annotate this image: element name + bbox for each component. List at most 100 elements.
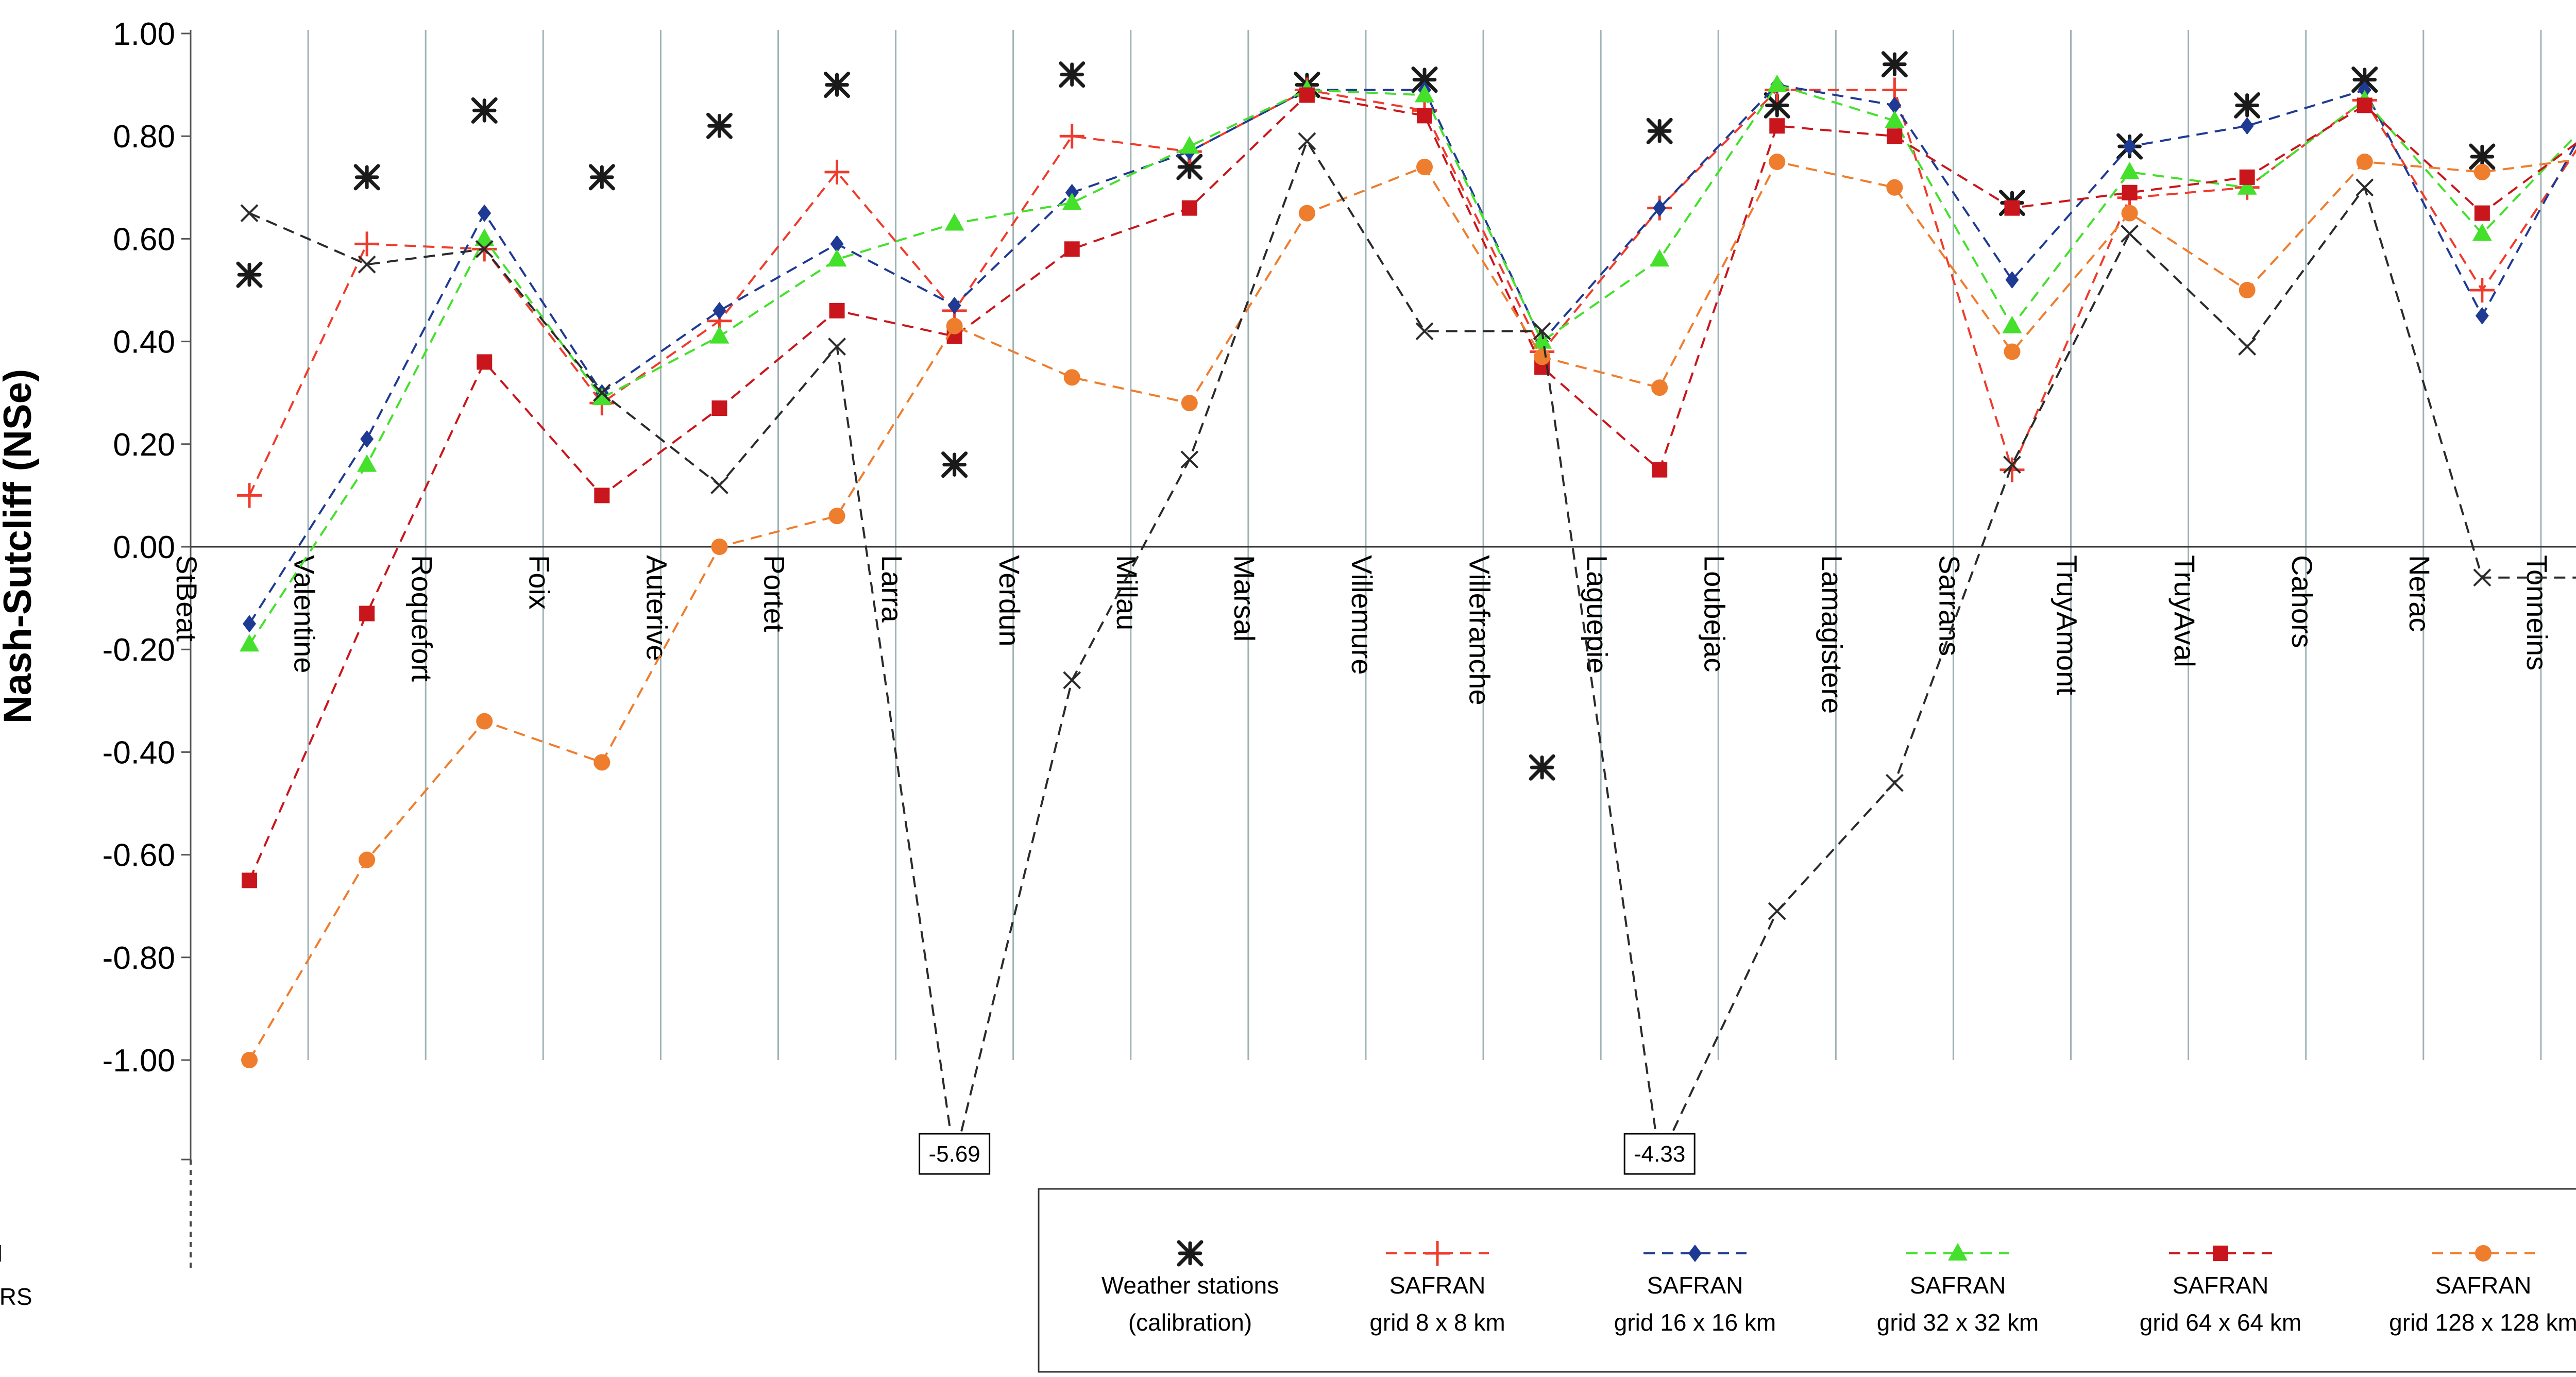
- data-point: [594, 488, 610, 503]
- annotations: -5.69 -4.33: [919, 1133, 1696, 1175]
- data-point: [710, 476, 728, 494]
- data-point: [237, 483, 262, 508]
- category-label: Villemure: [1346, 555, 1378, 675]
- category-label: Sarrans: [1934, 555, 1966, 656]
- data-point: [359, 606, 375, 622]
- series-line: [248, 83, 2576, 625]
- data-point: [594, 754, 611, 771]
- data-point: [1886, 179, 1903, 196]
- data-point: [1415, 322, 1434, 341]
- category-label: TruyAval: [2168, 555, 2201, 667]
- data-point: [1063, 369, 1080, 386]
- data-point: [827, 249, 847, 267]
- legend-label: SAFRAN: [1389, 1272, 1486, 1299]
- data-point: [241, 1052, 258, 1068]
- series-2: [243, 76, 2576, 633]
- legend-label: grid 16 x 16 km: [1614, 1309, 1776, 1336]
- data-point: [243, 615, 257, 633]
- category-label: Auterive: [641, 555, 673, 661]
- series-0: [236, 51, 2496, 781]
- data-point: [240, 634, 260, 652]
- legend-label: grid 8 x 8 km: [1369, 1309, 1505, 1336]
- category-label: Nerac: [2403, 555, 2436, 632]
- legend-label: Weather stations: [1101, 1272, 1279, 1299]
- data-point: [711, 539, 728, 555]
- series-line: [248, 159, 2576, 1061]
- legend-label: grid 64 x 64 km: [2140, 1309, 2301, 1336]
- data-point: [947, 296, 961, 314]
- legend-marker: [1948, 1243, 1968, 1261]
- data-point: [1653, 199, 1667, 217]
- y-tick-label: 0.00: [113, 530, 175, 565]
- data-point: [824, 72, 851, 98]
- data-point: [1062, 192, 1082, 210]
- series-4: [242, 87, 2576, 888]
- data-point: [1064, 241, 1080, 257]
- category-label: Laguepie: [1581, 555, 1613, 674]
- legend-entry-6: CFRS: [0, 1245, 32, 1310]
- data-point: [2474, 205, 2490, 221]
- data-point: [358, 255, 376, 274]
- data-point: [1181, 395, 1198, 412]
- legend-marker: [1688, 1245, 1702, 1262]
- legend-entry-4: SAFRAN grid 64 x 64 km: [2140, 1246, 2301, 1336]
- data-point: [1767, 74, 1787, 92]
- data-point: [2357, 97, 2372, 113]
- data-point: [1298, 205, 1315, 222]
- data-point: [1885, 774, 1904, 792]
- category-label: Tonneins: [2521, 555, 2553, 670]
- data-point: [2121, 205, 2138, 222]
- legend-label: (calibration): [1128, 1309, 1252, 1336]
- data-point: [2004, 200, 2020, 216]
- data-point: [1532, 331, 1552, 349]
- series-line: [248, 83, 2576, 645]
- legend-label: grid 32 x 32 km: [1877, 1309, 2039, 1336]
- data-point: [1769, 154, 1786, 170]
- data-point: [2237, 177, 2257, 195]
- data-point: [1769, 118, 1785, 134]
- data-point: [588, 164, 615, 191]
- y-tick-label: 0.40: [113, 325, 175, 360]
- y-tick-label: -0.80: [103, 941, 175, 976]
- data-point: [1881, 51, 1908, 78]
- data-point: [1768, 902, 1786, 920]
- category-label: Marsal: [1228, 555, 1261, 642]
- data-point: [1415, 85, 1434, 103]
- y-tick-labels: 1.00 0.80 0.60 0.40 0.20 0.00 -0.20 -0.40 -0.60 -…: [103, 16, 175, 1079]
- legend-marker: [1425, 1241, 1450, 1266]
- data-point: [240, 204, 259, 223]
- data-point: [592, 388, 612, 406]
- data-point: [475, 240, 494, 258]
- series-line: [248, 89, 2576, 496]
- data-point: [824, 159, 850, 184]
- data-point: [1887, 128, 1903, 144]
- data-point: [1651, 379, 1668, 396]
- data-point: [1650, 249, 1670, 267]
- category-gridlines: [307, 30, 2542, 1060]
- data-point: [2123, 138, 2137, 156]
- y-tick-label: -1.00: [103, 1043, 175, 1079]
- series-line: [249, 139, 2576, 1163]
- data-point: [1181, 200, 1197, 216]
- series-line: [248, 94, 2576, 881]
- y-tick-label: 0.80: [113, 119, 175, 155]
- y-axis-label: Nash-Sutcliff (NSe): [0, 369, 40, 724]
- category-label: Valentine: [288, 555, 320, 673]
- data-point: [592, 383, 611, 402]
- data-point: [476, 713, 493, 730]
- legend-entry-0: Weather stations (calibration): [1101, 1240, 1279, 1336]
- legend-entry-5: SAFRAN grid 128 x 128 km: [2389, 1245, 2576, 1336]
- annotation-label: -5.69: [928, 1141, 980, 1167]
- y-tick-label: -0.20: [103, 632, 175, 668]
- data-point: [1063, 671, 1081, 690]
- legend: Weather stations (calibration) SAFRAN grid …: [0, 1188, 2576, 1373]
- data-point: [2473, 568, 2492, 587]
- data-point: [477, 354, 493, 370]
- data-point: [2240, 117, 2254, 135]
- data-point: [1533, 322, 1551, 341]
- data-point: [1059, 124, 1084, 149]
- data-point: [1298, 132, 1316, 150]
- data-point: [360, 430, 374, 448]
- category-label: Larra: [876, 555, 908, 623]
- data-point: [828, 508, 845, 525]
